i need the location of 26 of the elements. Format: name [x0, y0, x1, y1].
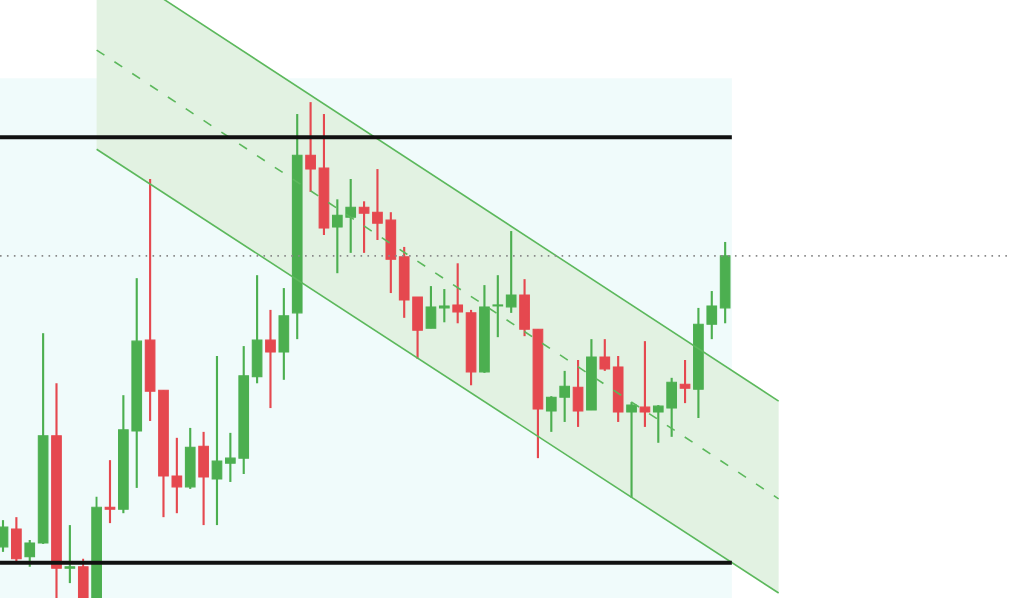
candlestick: [24, 538, 36, 568]
candlestick: [599, 338, 611, 372]
candlestick: [171, 436, 183, 515]
candlestick: [679, 358, 691, 405]
candlestick: [305, 101, 316, 193]
candlestick: [706, 289, 718, 341]
candlestick: [492, 274, 504, 339]
candlestick: [545, 395, 557, 433]
candlestick: [345, 177, 357, 254]
candlestick: [559, 369, 571, 424]
candlestick: [372, 168, 383, 242]
candlestick: [626, 401, 637, 499]
candlestick: [505, 229, 517, 314]
candlestick: [211, 354, 223, 527]
candlestick: [358, 200, 370, 254]
candlestick: [331, 198, 343, 275]
candlestick: [265, 308, 276, 410]
candlestick: [425, 285, 437, 330]
candlestick: [64, 524, 76, 585]
candlestick: [104, 459, 116, 525]
candlestick: [438, 288, 450, 324]
candlestick: [652, 404, 664, 444]
candlestick: [452, 262, 464, 325]
candlestick: [572, 358, 584, 428]
candlestick: [224, 431, 236, 484]
candlestick: [639, 340, 651, 428]
